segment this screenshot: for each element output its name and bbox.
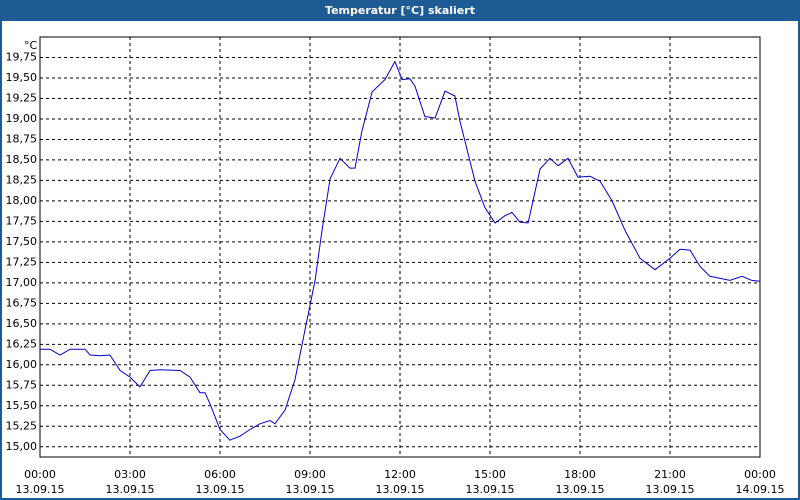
x-tick-date: 13.09.15 bbox=[466, 483, 515, 496]
y-unit: °C bbox=[24, 39, 38, 52]
x-tick-label: 00:00 bbox=[24, 468, 56, 481]
y-tick-label: 16,50 bbox=[6, 317, 38, 330]
y-tick-label: 18,50 bbox=[6, 153, 38, 166]
y-tick-label: 19,00 bbox=[6, 112, 38, 125]
x-tick-date: 13.09.15 bbox=[16, 483, 65, 496]
x-tick-label: 09:00 bbox=[294, 468, 326, 481]
y-tick-label: 18,25 bbox=[6, 173, 38, 186]
y-tick-label: 17,25 bbox=[6, 255, 38, 268]
y-tick-label: 16,75 bbox=[6, 296, 38, 309]
x-tick-date: 13.09.15 bbox=[376, 483, 425, 496]
x-tick-label: 00:00 bbox=[744, 468, 776, 481]
x-tick-label: 12:00 bbox=[384, 468, 416, 481]
y-tick-label: 19,25 bbox=[6, 91, 38, 104]
x-tick-date: 13.09.15 bbox=[646, 483, 695, 496]
x-tick-date: 13.09.15 bbox=[106, 483, 155, 496]
x-tick-label: 06:00 bbox=[204, 468, 236, 481]
y-tick-label: 19,75 bbox=[6, 50, 38, 63]
y-tick-label: 15,00 bbox=[6, 440, 38, 453]
plot-border bbox=[39, 36, 761, 458]
y-tick-label: 15,25 bbox=[6, 419, 38, 432]
y-tick-label: 17,50 bbox=[6, 235, 38, 248]
x-tick-date: 13.09.15 bbox=[556, 483, 605, 496]
y-tick-label: 15,75 bbox=[6, 378, 38, 391]
chart-title: Temperatur [°C] skaliert bbox=[325, 4, 475, 17]
y-tick-label: 18,00 bbox=[6, 194, 38, 207]
x-tick-date: 13.09.15 bbox=[196, 483, 245, 496]
temperature-line bbox=[40, 60, 761, 441]
y-tick-label: 17,00 bbox=[6, 276, 38, 289]
y-tick-label: 17,75 bbox=[6, 214, 38, 227]
y-tick-label: 18,75 bbox=[6, 132, 38, 145]
x-tick-label: 03:00 bbox=[114, 468, 146, 481]
x-tick-date: 14.09.15 bbox=[736, 483, 785, 496]
x-tick-label: 21:00 bbox=[654, 468, 686, 481]
y-tick-label: 16,25 bbox=[6, 337, 38, 350]
y-tick-label: 19,50 bbox=[6, 71, 38, 84]
x-tick-label: 15:00 bbox=[474, 468, 506, 481]
x-tick-date: 13.09.15 bbox=[286, 483, 335, 496]
x-tick-label: 18:00 bbox=[564, 468, 596, 481]
y-tick-label: 15,50 bbox=[6, 399, 38, 412]
y-tick-label: 16,00 bbox=[6, 358, 38, 371]
